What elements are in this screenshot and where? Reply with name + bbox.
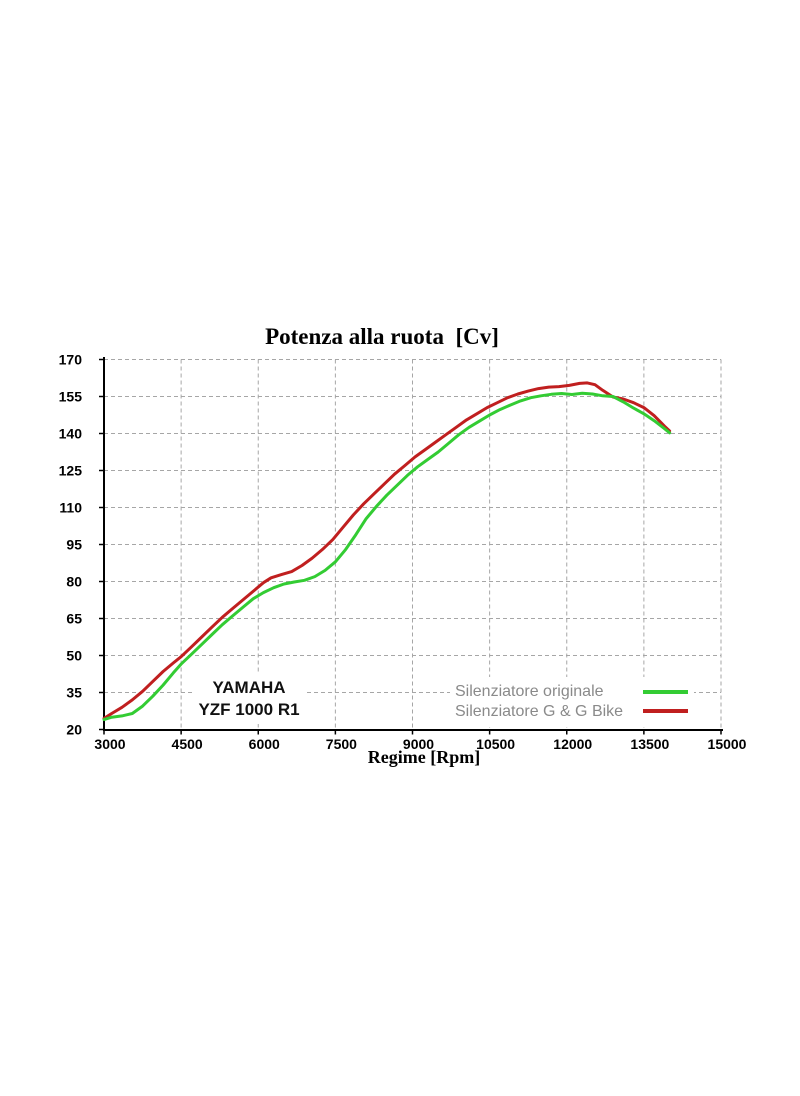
power-curve-silenziatore-originale — [102, 391, 672, 722]
y-tick-label: 35 — [66, 685, 82, 701]
y-tick-label: 20 — [66, 722, 82, 738]
y-tick-label: 95 — [66, 537, 82, 553]
bike-model-label: YZF 1000 R1 — [198, 700, 300, 719]
x-axis-title: Regime [Rpm] — [367, 747, 481, 767]
power-curve-silenziatore-g-g-bike — [102, 381, 672, 720]
bike-model-annotation: YAMAHA YZF 1000 R1 — [198, 677, 299, 721]
y-tick-label: 110 — [59, 500, 82, 516]
y-tick-label: 125 — [59, 463, 83, 479]
y-tick-label: 140 — [59, 426, 83, 442]
x-tick-label: 10500 — [476, 736, 515, 752]
legend-swatch-original-silencer — [643, 690, 688, 694]
y-tick-label: 155 — [59, 389, 83, 405]
x-tick-label: 4500 — [172, 736, 203, 752]
legend-swatch-gg-bike-silencer — [643, 709, 688, 713]
legend-label-original-silencer: Silenziatore originale — [455, 683, 604, 700]
chart-title: Potenza alla ruota [Cv] — [265, 324, 499, 349]
y-tick-label: 50 — [66, 648, 82, 664]
x-tick-label: 3000 — [94, 736, 125, 752]
x-tick-label: 12000 — [553, 736, 592, 752]
legend-label-gg-bike-silencer: Silenziatore G & G Bike — [455, 703, 624, 720]
bike-brand-label: YAMAHA — [212, 678, 286, 697]
x-tick-label: 7500 — [326, 736, 357, 752]
legend-background — [450, 677, 694, 727]
y-tick-label: 170 — [59, 352, 83, 368]
x-tick-label: 15000 — [708, 736, 747, 752]
x-tick-label: 6000 — [249, 736, 280, 752]
x-tick-label: 9000 — [403, 736, 434, 752]
x-tick-label: 13500 — [630, 736, 669, 752]
bike-model-annotation-background — [192, 672, 306, 724]
y-tick-label: 80 — [66, 574, 82, 590]
y-tick-label: 65 — [66, 611, 82, 627]
